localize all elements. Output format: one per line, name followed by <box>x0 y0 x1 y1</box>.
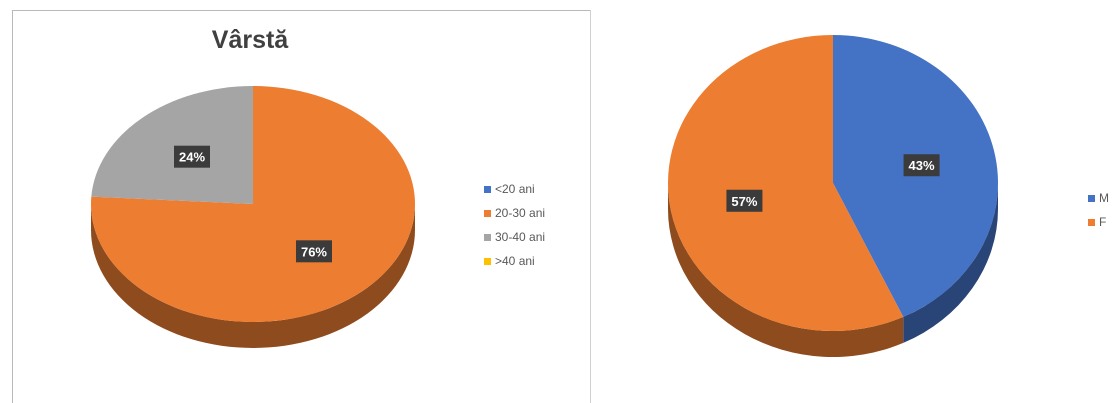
legend-item-0-3: >40 ani <box>484 249 545 273</box>
age-pie-chart: 76% 24% <box>90 86 415 348</box>
panel-divider <box>590 10 591 403</box>
legend-label-0-2: 30-40 ani <box>495 230 546 244</box>
legend-swatch-0-0 <box>484 185 491 193</box>
pie-slice-1-1 <box>667 35 904 331</box>
data-label-box-1-0 <box>903 154 940 177</box>
data-label-1-0: 43% <box>909 158 935 173</box>
data-label-0-1: 76% <box>301 244 327 259</box>
legend-item-0-2: 30-40 ani <box>484 225 545 249</box>
legend-item-1-0: M <box>1088 186 1109 210</box>
data-label-box-1-1 <box>726 189 763 212</box>
data-label-box-0-1 <box>295 240 332 263</box>
slice-side-1-0 <box>903 183 998 343</box>
gender-pie-chart: 43% 57% <box>667 35 998 357</box>
data-label-1-1: 57% <box>731 194 757 209</box>
chart-title: Vârstă <box>211 26 289 54</box>
age-chart-panel: Vârstă 76% 24% <20 ani 20-30 ani 30-40 ani >… <box>12 10 590 403</box>
legend-swatch-0-2 <box>484 233 491 241</box>
data-label-box-0-2 <box>174 145 211 168</box>
legend-swatch-0-1 <box>484 209 491 217</box>
slice-side-0-1 <box>91 204 415 348</box>
data-label-0-2: 24% <box>179 150 205 165</box>
legend-item-0-0: <20 ani <box>484 177 545 201</box>
legend-label-0-3: >40 ani <box>495 254 535 268</box>
legend-item-1-1: F <box>1088 210 1109 234</box>
frame-left-border <box>12 10 13 403</box>
legend-item-0-1: 20-30 ani <box>484 201 545 225</box>
legend-label-1-0: M <box>1099 191 1109 205</box>
age-legend: <20 ani 20-30 ani 30-40 ani >40 ani <box>484 177 545 273</box>
legend-swatch-1-0 <box>1088 194 1095 202</box>
pie-slice-0-2 <box>91 86 253 204</box>
legend-label-0-0: <20 ani <box>495 182 535 196</box>
legend-label-0-1: 20-30 ani <box>495 206 546 220</box>
legend-swatch-0-3 <box>484 257 491 265</box>
legend-label-1-1: F <box>1099 215 1107 229</box>
pie-slice-0-1 <box>90 86 415 323</box>
legend-swatch-1-1 <box>1088 218 1095 226</box>
slice-side-1-1 <box>668 183 904 357</box>
frame-top-border <box>12 10 590 11</box>
